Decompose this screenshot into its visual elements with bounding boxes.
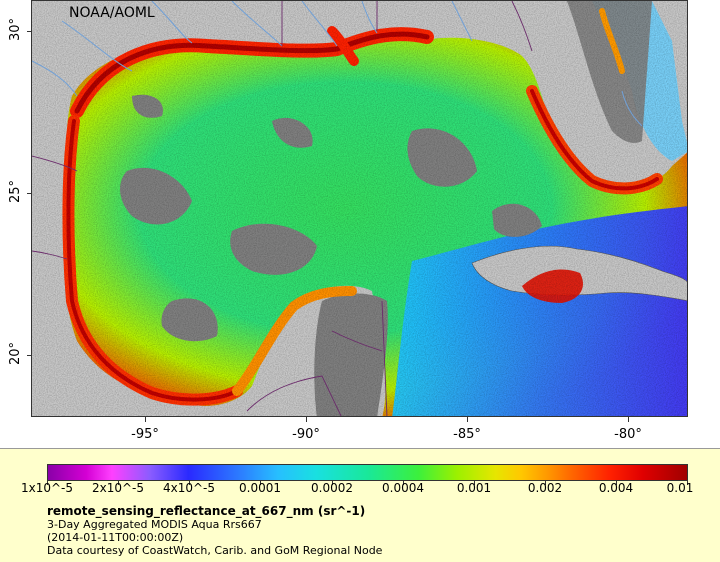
map-attribution: NOAA/AOML	[69, 5, 155, 21]
colorbar-tick-mark	[118, 480, 119, 485]
colorbar-tick-mark	[403, 480, 404, 485]
legend-dataset: 3-Day Aggregated MODIS Aqua Rrs667	[47, 518, 262, 531]
political-boundaries	[32, 1, 533, 416]
lon-tick-85	[467, 417, 468, 422]
texture-overlay	[32, 1, 687, 416]
lon-label-95: -95°	[131, 427, 159, 442]
lon-tick-90	[306, 417, 307, 422]
colorbar-tick-mark	[545, 480, 546, 485]
colorbar-tick-label: 4x10^-5	[162, 481, 216, 495]
colorbar-tick-mark	[474, 480, 475, 485]
colorbar-tick-mark	[260, 480, 261, 485]
legend-variable-name: remote_sensing_reflectance_at_667_nm (sr…	[47, 504, 366, 518]
lon-label-80: -80°	[614, 427, 642, 442]
colorbar-tick-mark	[616, 480, 617, 485]
colorbar-tick-label: 0.002	[527, 481, 563, 495]
lon-label-90: -90°	[292, 427, 320, 442]
lon-tick-80	[628, 417, 629, 422]
colorbar-tick-mark	[189, 480, 190, 485]
colorbar-tick-label: 0.0001	[239, 481, 281, 495]
colorbar-tick-label: 0.0002	[311, 481, 353, 495]
colorbar-tick-mark	[332, 480, 333, 485]
lat-tick-25	[27, 193, 31, 194]
colorbar-tick-label: 0.001	[456, 481, 492, 495]
colorbar-tick-label: 1x10^-5	[20, 481, 74, 495]
colorbar-tick-label: 2x10^-5	[91, 481, 145, 495]
rivers	[32, 1, 643, 127]
lat-tick-20	[27, 355, 31, 356]
colorbar-tick-label: 0.0004	[382, 481, 424, 495]
reflectance-map	[32, 1, 687, 416]
lon-tick-95	[145, 417, 146, 422]
legend-panel: 1x10^-5 2x10^-5 4x10^-5 0.0001 0.0002 0.…	[0, 448, 720, 562]
lat-label-20: 20°	[8, 341, 23, 365]
colorbar-tick-label: 0.01	[666, 481, 694, 495]
lat-label-30: 30°	[8, 17, 23, 41]
colorbar-tick-label: 0.004	[598, 481, 634, 495]
legend-credit: Data courtesy of CoastWatch, Carib. and …	[47, 544, 383, 557]
colorbar	[47, 464, 688, 481]
map-panel[interactable]: NOAA/AOML	[31, 0, 688, 417]
lat-tick-30	[27, 31, 31, 32]
colorbar-tick-mark	[687, 480, 688, 485]
lat-label-25: 25°	[8, 179, 23, 203]
legend-time: (2014-01-11T00:00:00Z)	[47, 531, 184, 544]
lon-label-85: -85°	[453, 427, 481, 442]
colorbar-tick-mark	[47, 480, 48, 485]
